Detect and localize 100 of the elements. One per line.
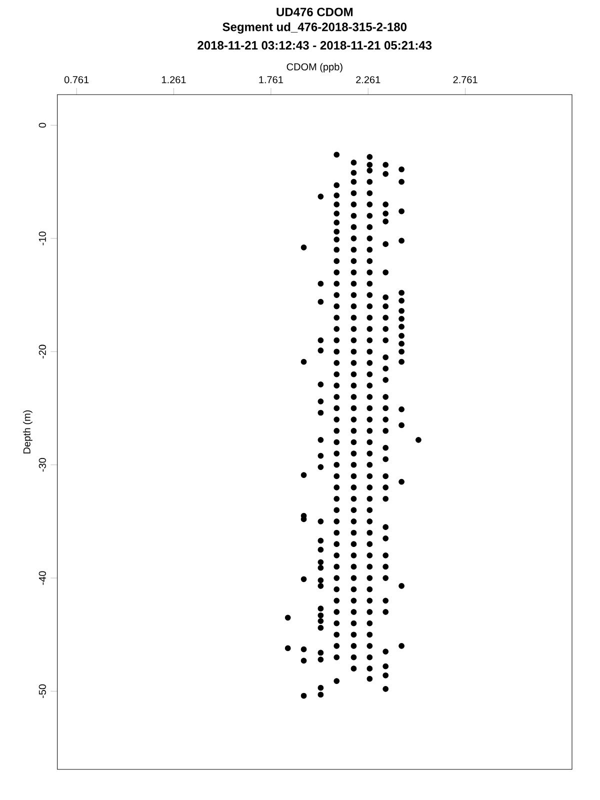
point bbox=[366, 598, 373, 604]
point bbox=[300, 472, 307, 478]
point bbox=[366, 530, 373, 536]
point bbox=[334, 326, 340, 332]
point bbox=[382, 609, 389, 615]
point bbox=[366, 462, 373, 468]
point bbox=[398, 166, 404, 172]
x-tick-label: 2.761 bbox=[453, 76, 478, 84]
y-tick-label: -20 bbox=[38, 344, 46, 358]
point bbox=[318, 280, 324, 287]
point bbox=[318, 618, 324, 624]
point bbox=[382, 405, 389, 412]
point bbox=[398, 208, 404, 214]
point bbox=[334, 462, 340, 468]
point bbox=[382, 473, 389, 480]
point bbox=[350, 473, 357, 480]
point bbox=[318, 452, 324, 459]
point bbox=[350, 269, 357, 276]
point bbox=[382, 241, 389, 248]
point bbox=[350, 620, 357, 626]
point bbox=[334, 598, 340, 604]
point bbox=[334, 428, 340, 434]
point bbox=[382, 484, 389, 490]
point bbox=[366, 632, 373, 638]
point bbox=[318, 692, 324, 698]
point bbox=[350, 609, 357, 615]
point bbox=[334, 236, 340, 242]
point bbox=[366, 620, 373, 626]
point bbox=[334, 337, 340, 344]
x-tick-label: 2.261 bbox=[356, 76, 380, 84]
point bbox=[334, 152, 340, 158]
point bbox=[382, 456, 389, 462]
point bbox=[398, 358, 404, 365]
point bbox=[334, 620, 340, 626]
point bbox=[334, 280, 340, 287]
point bbox=[318, 464, 324, 470]
point bbox=[382, 416, 389, 422]
point bbox=[350, 518, 357, 524]
point bbox=[350, 212, 357, 219]
point bbox=[334, 654, 340, 660]
point bbox=[350, 280, 357, 287]
point bbox=[398, 308, 404, 314]
point bbox=[350, 303, 357, 310]
point bbox=[350, 246, 357, 253]
point bbox=[334, 484, 340, 490]
point bbox=[366, 190, 373, 196]
point bbox=[382, 648, 389, 655]
point bbox=[366, 168, 373, 174]
point bbox=[350, 371, 357, 378]
point bbox=[334, 202, 340, 208]
point bbox=[334, 416, 340, 422]
point bbox=[382, 303, 389, 310]
point bbox=[334, 450, 340, 456]
point bbox=[366, 405, 373, 412]
point bbox=[366, 326, 373, 332]
point bbox=[300, 692, 307, 699]
point bbox=[334, 405, 340, 412]
point bbox=[334, 394, 340, 400]
point bbox=[350, 360, 357, 366]
point bbox=[398, 348, 404, 355]
point bbox=[334, 192, 340, 198]
point bbox=[318, 298, 324, 305]
point bbox=[366, 371, 373, 378]
point bbox=[334, 210, 340, 216]
point bbox=[350, 178, 357, 185]
point bbox=[350, 575, 357, 581]
point bbox=[350, 632, 357, 638]
point bbox=[318, 546, 324, 553]
point bbox=[334, 382, 340, 389]
point bbox=[350, 666, 357, 672]
y-tick-label: -50 bbox=[38, 684, 46, 698]
point bbox=[334, 678, 340, 684]
point bbox=[366, 473, 373, 480]
point bbox=[382, 376, 389, 383]
point bbox=[300, 658, 307, 664]
point bbox=[366, 484, 373, 490]
point bbox=[284, 645, 291, 652]
point bbox=[334, 439, 340, 446]
point bbox=[366, 292, 373, 298]
point bbox=[334, 314, 340, 321]
point bbox=[350, 160, 357, 166]
point bbox=[334, 258, 340, 264]
point bbox=[382, 575, 389, 581]
point bbox=[382, 354, 389, 360]
point bbox=[350, 170, 357, 176]
point bbox=[350, 292, 357, 298]
point bbox=[350, 484, 357, 490]
point bbox=[366, 609, 373, 615]
point bbox=[318, 577, 324, 584]
point bbox=[334, 586, 340, 592]
point bbox=[350, 530, 357, 536]
y-tick-label: -10 bbox=[38, 232, 46, 246]
point bbox=[350, 258, 357, 264]
point bbox=[366, 654, 373, 660]
x-tick-label: 1.761 bbox=[259, 76, 283, 84]
point bbox=[366, 676, 373, 682]
point bbox=[334, 182, 340, 188]
point bbox=[398, 238, 404, 244]
point bbox=[382, 326, 389, 332]
point bbox=[350, 507, 357, 514]
